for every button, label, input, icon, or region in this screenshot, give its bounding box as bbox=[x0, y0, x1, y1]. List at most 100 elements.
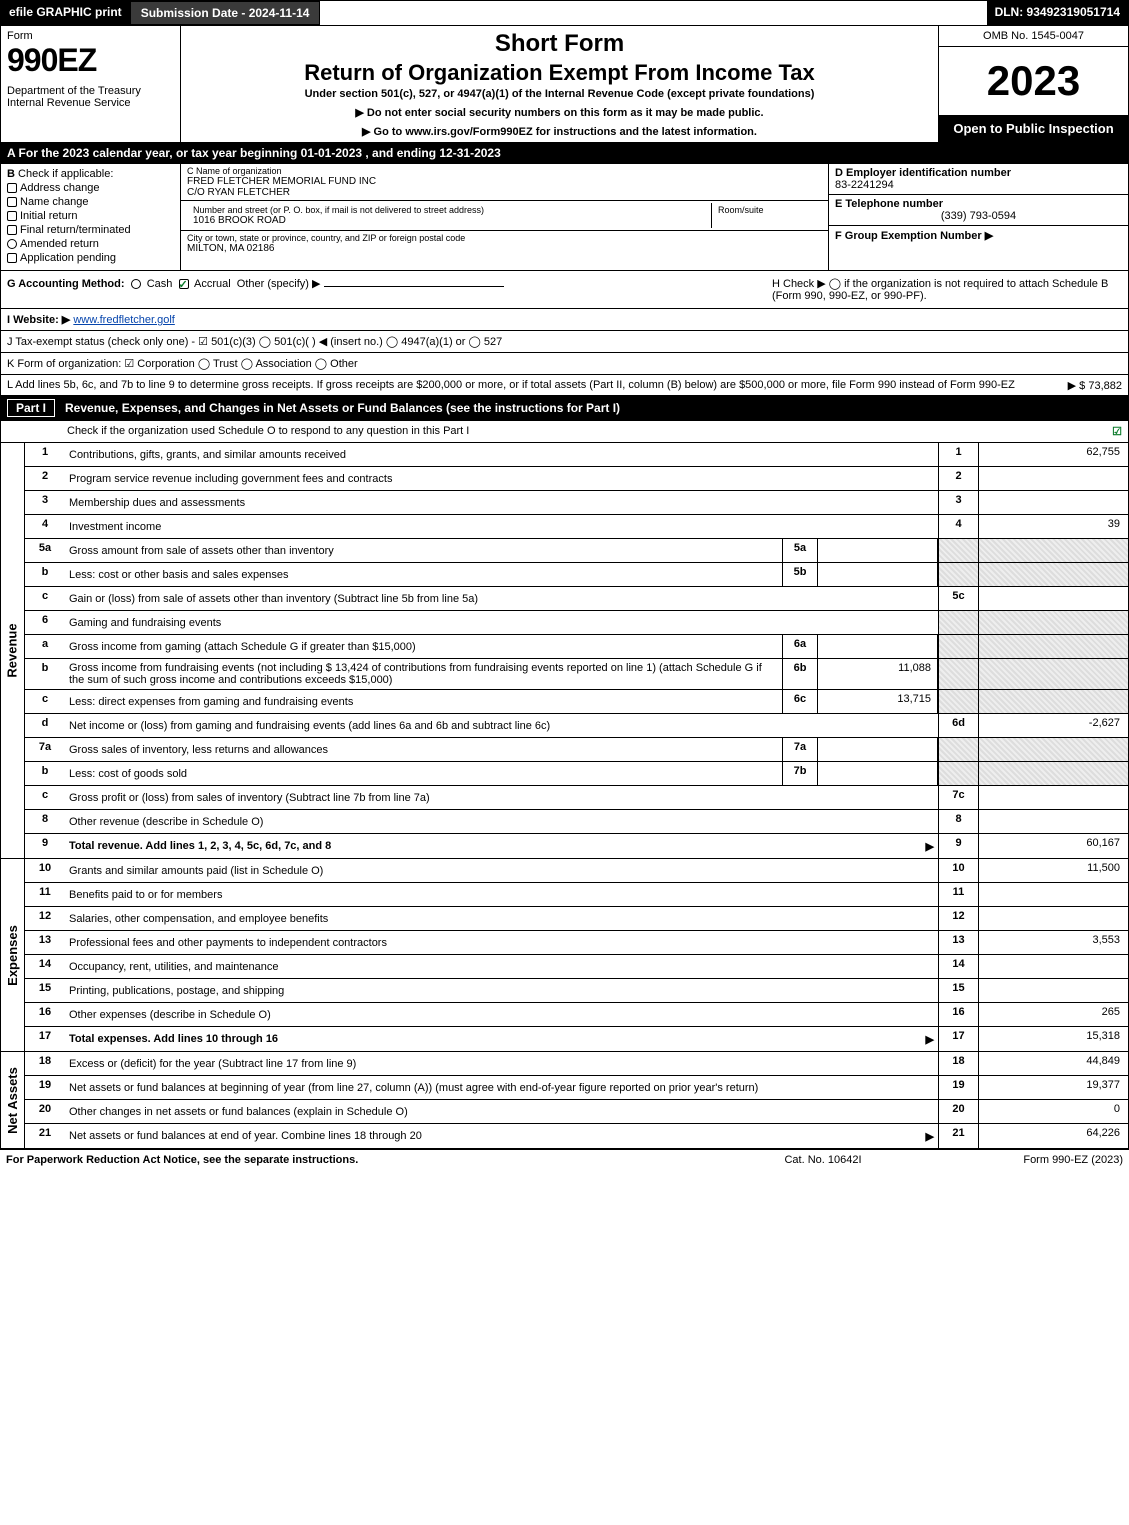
under-section: Under section 501(c), 527, or 4947(a)(1)… bbox=[191, 88, 928, 100]
line-description: Less: cost or other basis and sales expe… bbox=[65, 563, 782, 586]
table-row: 2Program service revenue including gover… bbox=[25, 467, 1128, 491]
line-number: b bbox=[25, 659, 65, 689]
right-line-number: 8 bbox=[938, 810, 978, 833]
table-row: 20Other changes in net assets or fund ba… bbox=[25, 1100, 1128, 1124]
part-1-title: Revenue, Expenses, and Changes in Net As… bbox=[65, 401, 1122, 415]
group-exemption-label: F Group Exemption Number ▶ bbox=[835, 230, 993, 242]
checkbox-application-pending[interactable] bbox=[7, 253, 17, 263]
line-description: Contributions, gifts, grants, and simila… bbox=[65, 443, 938, 466]
table-row: 10Grants and similar amounts paid (list … bbox=[25, 859, 1128, 883]
right-line-number: 6d bbox=[938, 714, 978, 737]
right-line-number: 2 bbox=[938, 467, 978, 490]
right-line-value: 44,849 bbox=[978, 1052, 1128, 1075]
efile-graphic-print[interactable]: efile GRAPHIC print bbox=[1, 1, 130, 25]
row-i: I Website: ▶ www.fredfletcher.golf bbox=[0, 309, 1129, 331]
org-name: FRED FLETCHER MEMORIAL FUND INC bbox=[187, 176, 822, 187]
right-line-value bbox=[978, 690, 1128, 713]
revenue-section: Revenue 1Contributions, gifts, grants, a… bbox=[0, 443, 1129, 859]
line-number: 19 bbox=[25, 1076, 65, 1099]
line-number: 10 bbox=[25, 859, 65, 882]
line-description: Gross income from fundraising events (no… bbox=[65, 659, 782, 689]
right-line-number: 18 bbox=[938, 1052, 978, 1075]
top-bar: efile GRAPHIC print Submission Date - 20… bbox=[0, 0, 1129, 26]
short-form-title: Short Form bbox=[191, 30, 928, 58]
checkbox-address-change[interactable] bbox=[7, 183, 17, 193]
line-number: 16 bbox=[25, 1003, 65, 1026]
right-line-number: 21 bbox=[938, 1124, 978, 1148]
right-line-value bbox=[978, 659, 1128, 689]
right-line-value: 62,755 bbox=[978, 443, 1128, 466]
table-row: 16Other expenses (describe in Schedule O… bbox=[25, 1003, 1128, 1027]
mid-line-number: 7b bbox=[782, 762, 818, 785]
mid-line-number: 6c bbox=[782, 690, 818, 713]
line-description: Total revenue. Add lines 1, 2, 3, 4, 5c,… bbox=[65, 834, 938, 858]
right-line-number bbox=[938, 539, 978, 562]
line-description: Excess or (deficit) for the year (Subtra… bbox=[65, 1052, 938, 1075]
top-spacer bbox=[320, 1, 986, 25]
line-number: 15 bbox=[25, 979, 65, 1002]
checkbox-amended-return[interactable] bbox=[7, 239, 17, 249]
mid-line-value bbox=[818, 635, 938, 658]
table-row: bGross income from fundraising events (n… bbox=[25, 659, 1128, 690]
goto-link[interactable]: ▶ Go to www.irs.gov/Form990EZ for instru… bbox=[191, 125, 928, 138]
row-g: G Accounting Method: Cash Accrual Other … bbox=[7, 277, 772, 302]
opt-application-pending: Application pending bbox=[20, 252, 116, 264]
right-line-value bbox=[978, 467, 1128, 490]
right-line-number: 19 bbox=[938, 1076, 978, 1099]
line-description: Net income or (loss) from gaming and fun… bbox=[65, 714, 938, 737]
right-line-value: 11,500 bbox=[978, 859, 1128, 882]
footer-right: Form 990-EZ (2023) bbox=[923, 1154, 1123, 1166]
line-description: Gaming and fundraising events bbox=[65, 611, 938, 634]
right-line-value: 60,167 bbox=[978, 834, 1128, 858]
other-specify-line[interactable] bbox=[324, 286, 504, 287]
line-description: Gain or (loss) from sale of assets other… bbox=[65, 587, 938, 610]
checkbox-cash[interactable] bbox=[131, 279, 141, 289]
checkbox-initial-return[interactable] bbox=[7, 211, 17, 221]
table-row: 21Net assets or fund balances at end of … bbox=[25, 1124, 1128, 1148]
right-line-value bbox=[978, 491, 1128, 514]
line-number: 12 bbox=[25, 907, 65, 930]
ein-label: D Employer identification number bbox=[835, 167, 1122, 179]
line-description: Net assets or fund balances at end of ye… bbox=[65, 1124, 938, 1148]
table-row: 6Gaming and fundraising events bbox=[25, 611, 1128, 635]
right-line-value bbox=[978, 762, 1128, 785]
part-1-checked[interactable]: ☑ bbox=[1112, 425, 1122, 438]
checkbox-name-change[interactable] bbox=[7, 197, 17, 207]
table-row: 19Net assets or fund balances at beginni… bbox=[25, 1076, 1128, 1100]
line-number: 5a bbox=[25, 539, 65, 562]
city-state-zip: MILTON, MA 02186 bbox=[187, 243, 822, 254]
table-row: 13Professional fees and other payments t… bbox=[25, 931, 1128, 955]
table-row: 5aGross amount from sale of assets other… bbox=[25, 539, 1128, 563]
header-left: Form 990EZ Department of the Treasury In… bbox=[1, 26, 181, 142]
right-line-number: 11 bbox=[938, 883, 978, 906]
checkbox-accrual[interactable] bbox=[179, 279, 189, 289]
website-link[interactable]: www.fredfletcher.golf bbox=[73, 314, 175, 326]
line-description: Program service revenue including govern… bbox=[65, 467, 938, 490]
line-number: 7a bbox=[25, 738, 65, 761]
line-number: 9 bbox=[25, 834, 65, 858]
right-line-number: 7c bbox=[938, 786, 978, 809]
table-row: 7aGross sales of inventory, less returns… bbox=[25, 738, 1128, 762]
line-description: Gross profit or (loss) from sales of inv… bbox=[65, 786, 938, 809]
checkbox-final-return[interactable] bbox=[7, 225, 17, 235]
right-line-number: 10 bbox=[938, 859, 978, 882]
right-line-value bbox=[978, 563, 1128, 586]
line-description: Printing, publications, postage, and shi… bbox=[65, 979, 938, 1002]
line-number: 21 bbox=[25, 1124, 65, 1148]
line-description: Membership dues and assessments bbox=[65, 491, 938, 514]
line-number: 8 bbox=[25, 810, 65, 833]
section-b: B Check if applicable: Address change Na… bbox=[1, 164, 181, 270]
right-line-value bbox=[978, 955, 1128, 978]
mid-line-value bbox=[818, 563, 938, 586]
opt-name-change: Name change bbox=[20, 196, 89, 208]
part-1-check-text: Check if the organization used Schedule … bbox=[7, 425, 1112, 438]
right-line-number: 12 bbox=[938, 907, 978, 930]
g-accrual: Accrual bbox=[194, 278, 231, 290]
part-1-header: Part I Revenue, Expenses, and Changes in… bbox=[0, 396, 1129, 421]
table-row: 14Occupancy, rent, utilities, and mainte… bbox=[25, 955, 1128, 979]
right-line-value: 64,226 bbox=[978, 1124, 1128, 1148]
right-line-number bbox=[938, 635, 978, 658]
right-line-number: 20 bbox=[938, 1100, 978, 1123]
mid-line-number: 5b bbox=[782, 563, 818, 586]
mid-line-value: 11,088 bbox=[818, 659, 938, 689]
